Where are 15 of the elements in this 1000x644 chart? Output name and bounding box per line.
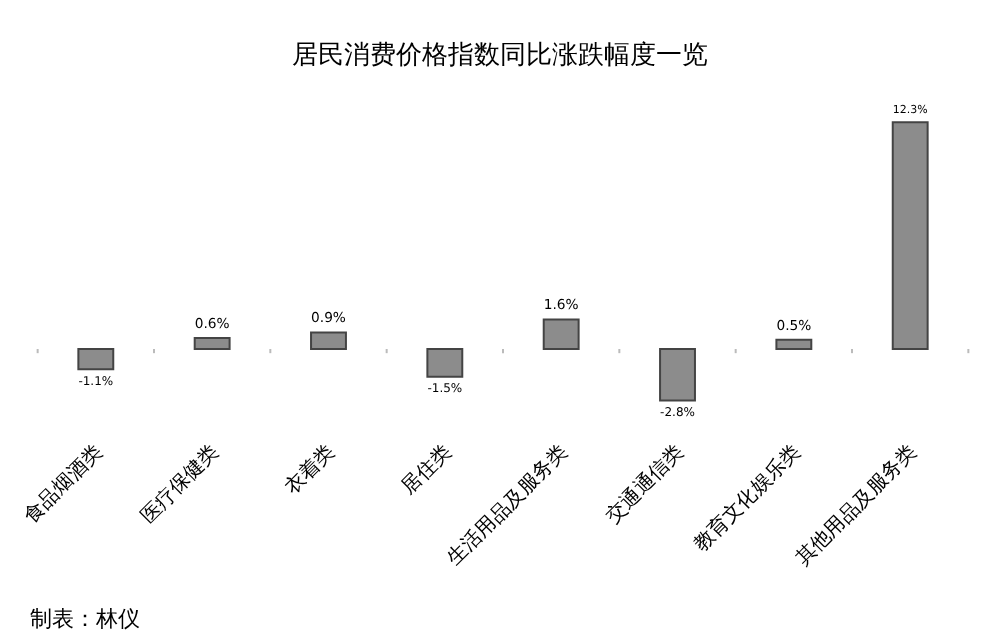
x-tick-label: 居住类 xyxy=(396,440,457,500)
bar xyxy=(310,331,347,350)
bar xyxy=(891,121,929,350)
bar xyxy=(193,336,231,350)
bar xyxy=(659,347,696,402)
chart-title: 居民消费价格指数同比涨跌幅度一览 xyxy=(292,39,708,72)
bar xyxy=(542,318,580,350)
x-tick-label: 医疗保健类 xyxy=(135,440,224,529)
x-tick-label: 交通通信类 xyxy=(601,440,689,529)
bar xyxy=(775,338,813,350)
x-tick-label: 食品烟酒类 xyxy=(19,440,108,529)
x-tick-label: 衣着类 xyxy=(280,440,340,500)
text: 制表：林仪 xyxy=(30,606,140,632)
bar xyxy=(77,347,115,371)
bar xyxy=(426,347,464,378)
